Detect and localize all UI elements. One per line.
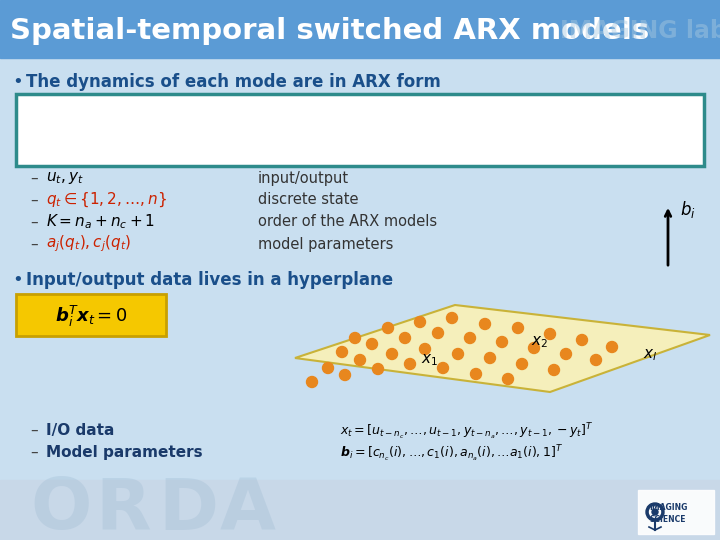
Text: $a_j(q_t), c_j(q_t)$: $a_j(q_t), c_j(q_t)$ [46,234,132,254]
Text: IMAGING: IMAGING [649,503,687,511]
Text: A: A [220,476,276,540]
Text: R: R [95,476,150,540]
Text: Model parameters: Model parameters [46,444,202,460]
Text: $\boldsymbol{b}_i = [c_{n_c}(i),\ldots,c_1(i),a_{n_a}(i),\ldots a_1(i),1]^T$: $\boldsymbol{b}_i = [c_{n_c}(i),\ldots,c… [340,444,563,464]
Circle shape [464,333,475,343]
Text: –: – [30,422,37,437]
Text: $x_2$: $x_2$ [531,334,549,350]
Circle shape [652,509,658,515]
Circle shape [420,343,431,354]
Circle shape [480,319,490,329]
Circle shape [649,507,660,517]
Text: The dynamics of each mode are in ARX form: The dynamics of each mode are in ARX for… [26,73,441,91]
Text: –: – [30,192,37,207]
Circle shape [382,322,394,334]
Text: input/output: input/output [258,171,349,186]
Text: $b_i$: $b_i$ [680,199,696,220]
Bar [0,0,720,58]
Bar [16,94,704,166]
Circle shape [606,341,618,353]
Bar [0,480,720,540]
Circle shape [415,316,426,327]
Text: I/O data: I/O data [46,422,114,437]
Text: $K = n_a + n_c + 1$: $K = n_a + n_c + 1$ [46,213,155,231]
Circle shape [387,348,397,360]
Text: $x_t = [u_{t-n_c},\ldots,u_{t-1},y_{t-n_a},\ldots,y_{t-1},-y_t]^T$: $x_t = [u_{t-n_c},\ldots,u_{t-1},y_{t-n_… [340,422,593,442]
Circle shape [446,313,457,323]
Polygon shape [295,305,710,392]
Text: $x_1$: $x_1$ [421,352,438,368]
Text: –: – [30,237,37,252]
Text: •: • [12,271,23,289]
Circle shape [528,342,539,354]
Circle shape [336,347,348,357]
Circle shape [544,328,556,340]
Circle shape [354,354,366,366]
Text: –: – [30,214,37,230]
Circle shape [438,362,449,374]
Circle shape [452,348,464,360]
Circle shape [323,362,333,374]
Circle shape [349,333,361,343]
Text: D: D [158,476,218,540]
Text: –: – [30,171,37,186]
Circle shape [433,327,444,339]
Circle shape [646,503,664,521]
Text: IMAGING lab: IMAGING lab [560,19,720,43]
Circle shape [497,336,508,348]
Text: •: • [12,73,23,91]
Circle shape [372,363,384,375]
Circle shape [590,354,601,366]
Text: $u_t, y_t$: $u_t, y_t$ [46,170,84,186]
Text: $x_l$: $x_l$ [643,347,657,363]
Text: –: – [30,444,37,460]
Circle shape [340,369,351,381]
Circle shape [577,334,588,346]
Bar [16,294,166,336]
Text: discrete state: discrete state [258,192,359,207]
Text: order of the ARX models: order of the ARX models [258,214,437,230]
Text: O: O [30,476,91,540]
Circle shape [307,376,318,388]
Circle shape [516,359,528,369]
Text: Spatial-temporal switched ARX models: Spatial-temporal switched ARX models [10,17,649,45]
Circle shape [560,348,572,360]
Text: $q_t \in \{1,2,\ldots,n\}$: $q_t \in \{1,2,\ldots,n\}$ [46,191,167,209]
Text: $\boldsymbol{b}_i^T \boldsymbol{x}_t = 0$: $\boldsymbol{b}_i^T \boldsymbol{x}_t = 0… [55,303,127,328]
Circle shape [400,333,410,343]
Circle shape [503,374,513,384]
Circle shape [549,364,559,375]
Circle shape [513,322,523,334]
Circle shape [366,339,377,349]
Text: SCIENCE: SCIENCE [649,515,686,523]
Circle shape [405,359,415,369]
Text: Input/output data lives in a hyperplane: Input/output data lives in a hyperplane [26,271,393,289]
Circle shape [485,353,495,363]
Circle shape [470,368,482,380]
Bar [638,490,714,534]
Text: model parameters: model parameters [258,237,393,252]
